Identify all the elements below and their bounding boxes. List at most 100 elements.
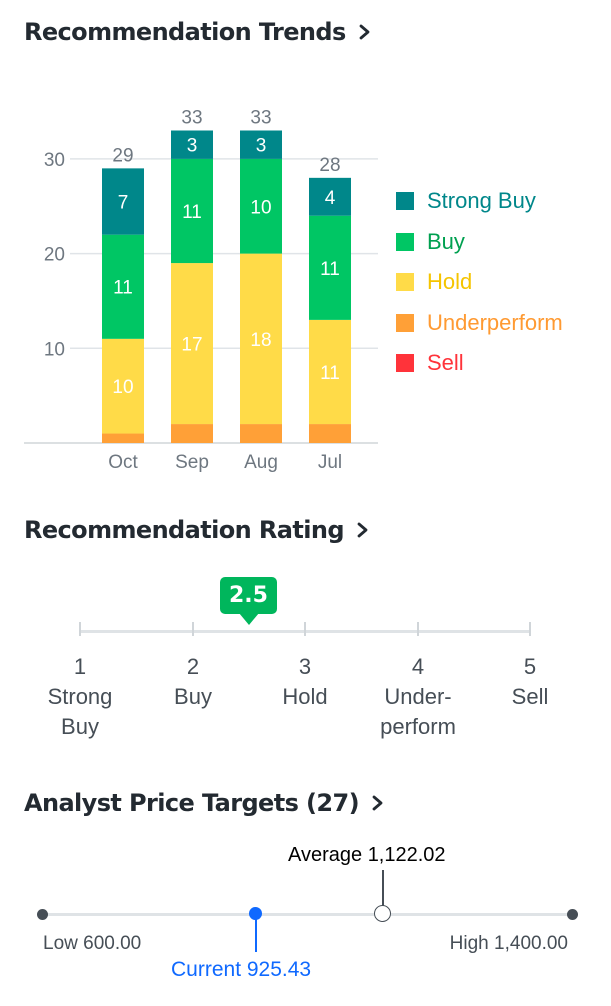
legend-label: Sell (427, 350, 464, 376)
current-marker-line (255, 918, 257, 952)
bar-segment-hold (240, 253, 282, 425)
legend-label: Underperform (427, 309, 563, 335)
bar-segment-underperform (240, 424, 282, 443)
scale-number: 2 (186, 654, 200, 679)
bar-segment-buy (102, 234, 144, 339)
rating-scale-buy: 2 Buy (133, 652, 253, 712)
recommendation-rating-label: Recommendation Rating (24, 516, 345, 544)
bar-segment-buy (171, 158, 213, 264)
high-price-dot (567, 909, 578, 920)
legend-swatch (396, 354, 414, 373)
legend-item-hold: Hold (396, 262, 563, 303)
legend-label: Hold (427, 269, 473, 295)
bar-total-label: 33 (250, 107, 271, 128)
bar-segment-underperform (102, 433, 144, 443)
bar-segment-hold (309, 319, 351, 425)
bar-segment-label: 7 (118, 193, 129, 214)
rating-tick (417, 622, 419, 636)
bar-segment-strong-buy (240, 130, 282, 159)
bar-segment-strong-buy (171, 130, 213, 159)
low-price-dot (37, 909, 48, 920)
bar-segment-buy (309, 215, 351, 320)
rating-tick (79, 622, 81, 636)
recommendation-trends-label: Recommendation Trends (24, 18, 346, 46)
bar-segment-strong-buy (102, 168, 144, 235)
bar-segment-label: 11 (113, 278, 133, 299)
bar-segment-label: 11 (182, 202, 202, 223)
y-tick-label: 10 (44, 339, 65, 360)
legend-swatch (396, 313, 414, 332)
bar-segment-underperform (171, 424, 213, 443)
bar-segment-label: 10 (112, 377, 133, 398)
bar-segment-label: 3 (256, 136, 267, 157)
bar-segment-hold (102, 338, 144, 434)
trends-legend: Strong Buy Buy Hold Underperform Sell (396, 181, 563, 384)
bar-segment-label: 11 (320, 363, 340, 384)
chevron-right-icon (358, 22, 374, 42)
bar-segment-label: 11 (320, 259, 340, 280)
rating-tick (304, 622, 306, 636)
recommendation-rating-title[interactable]: Recommendation Rating (24, 516, 372, 544)
bar-segment-label: 10 (250, 197, 271, 218)
scale-label: perform (380, 714, 456, 739)
rating-tick (192, 622, 194, 636)
average-price-label: Average 1,122.02 (288, 844, 446, 866)
rating-pointer (239, 613, 259, 625)
x-tick-label: Aug (244, 452, 278, 473)
legend-swatch (396, 232, 414, 251)
y-tick-label: 30 (44, 150, 65, 171)
current-price-label: Current 925.43 (171, 958, 312, 981)
bar-segment-buy (240, 158, 282, 254)
legend-item-sell: Sell (396, 343, 563, 384)
scale-number: 1 (73, 654, 87, 679)
scale-number: 3 (298, 654, 312, 679)
chevron-right-icon (356, 520, 372, 540)
scale-number: 4 (411, 654, 425, 679)
rating-scale-underperform: 4 Under- perform (358, 652, 478, 742)
legend-item-underperform: Underperform (396, 303, 563, 344)
low-price-label: Low 600.00 (43, 933, 142, 954)
x-tick-label: Jul (318, 452, 342, 473)
legend-item-strong-buy: Strong Buy (396, 181, 563, 222)
scale-number: 5 (523, 654, 537, 679)
bar-segment-label: 3 (187, 136, 198, 157)
recommendation-trends-chart: 1020301011729Oct1711333Sep1810333Aug1111… (24, 107, 378, 473)
average-price-dot (374, 905, 391, 922)
price-target-track (42, 913, 573, 916)
average-marker-line (382, 870, 384, 906)
legend-label: Buy (427, 228, 465, 254)
bar-segment-underperform (309, 424, 351, 443)
high-price-label: High 1,400.00 (449, 933, 568, 954)
scale-label: Sell (511, 684, 549, 709)
rating-scale-hold: 3 Hold (245, 652, 365, 712)
legend-swatch (396, 273, 414, 292)
analyst-price-targets-title[interactable]: Analyst Price Targets (27) (24, 789, 387, 817)
bar-segment-label: 17 (181, 335, 202, 356)
rating-value-badge: 2.5 (220, 577, 277, 614)
scale-label: Strong (47, 684, 113, 709)
rating-scale-sell: 5 Sell (470, 652, 590, 712)
bar-segment-hold (171, 263, 213, 425)
legend-swatch (396, 192, 414, 211)
scale-label: Hold (282, 684, 328, 709)
x-tick-label: Oct (108, 452, 138, 473)
legend-item-buy: Buy (396, 222, 563, 263)
analyst-price-targets-label: Analyst Price Targets (27) (24, 789, 360, 817)
chevron-right-icon (371, 793, 387, 813)
scale-label: Buy (61, 714, 99, 739)
scale-label: Buy (174, 684, 212, 709)
rating-scale-strong-buy: 1 Strong Buy (20, 652, 140, 742)
scale-label: Under- (384, 684, 452, 709)
bar-total-label: 33 (181, 107, 202, 128)
recommendation-trends-title[interactable]: Recommendation Trends (24, 18, 374, 46)
bar-segment-strong-buy (309, 177, 351, 216)
bar-segment-label: 18 (250, 330, 271, 351)
rating-tick (529, 622, 531, 636)
x-tick-label: Sep (175, 452, 209, 473)
bar-total-label: 29 (112, 145, 133, 166)
bar-total-label: 28 (319, 155, 340, 176)
legend-label: Strong Buy (427, 188, 536, 214)
y-tick-label: 20 (44, 245, 65, 266)
bar-segment-label: 4 (325, 188, 336, 209)
current-price-dot (249, 907, 262, 920)
